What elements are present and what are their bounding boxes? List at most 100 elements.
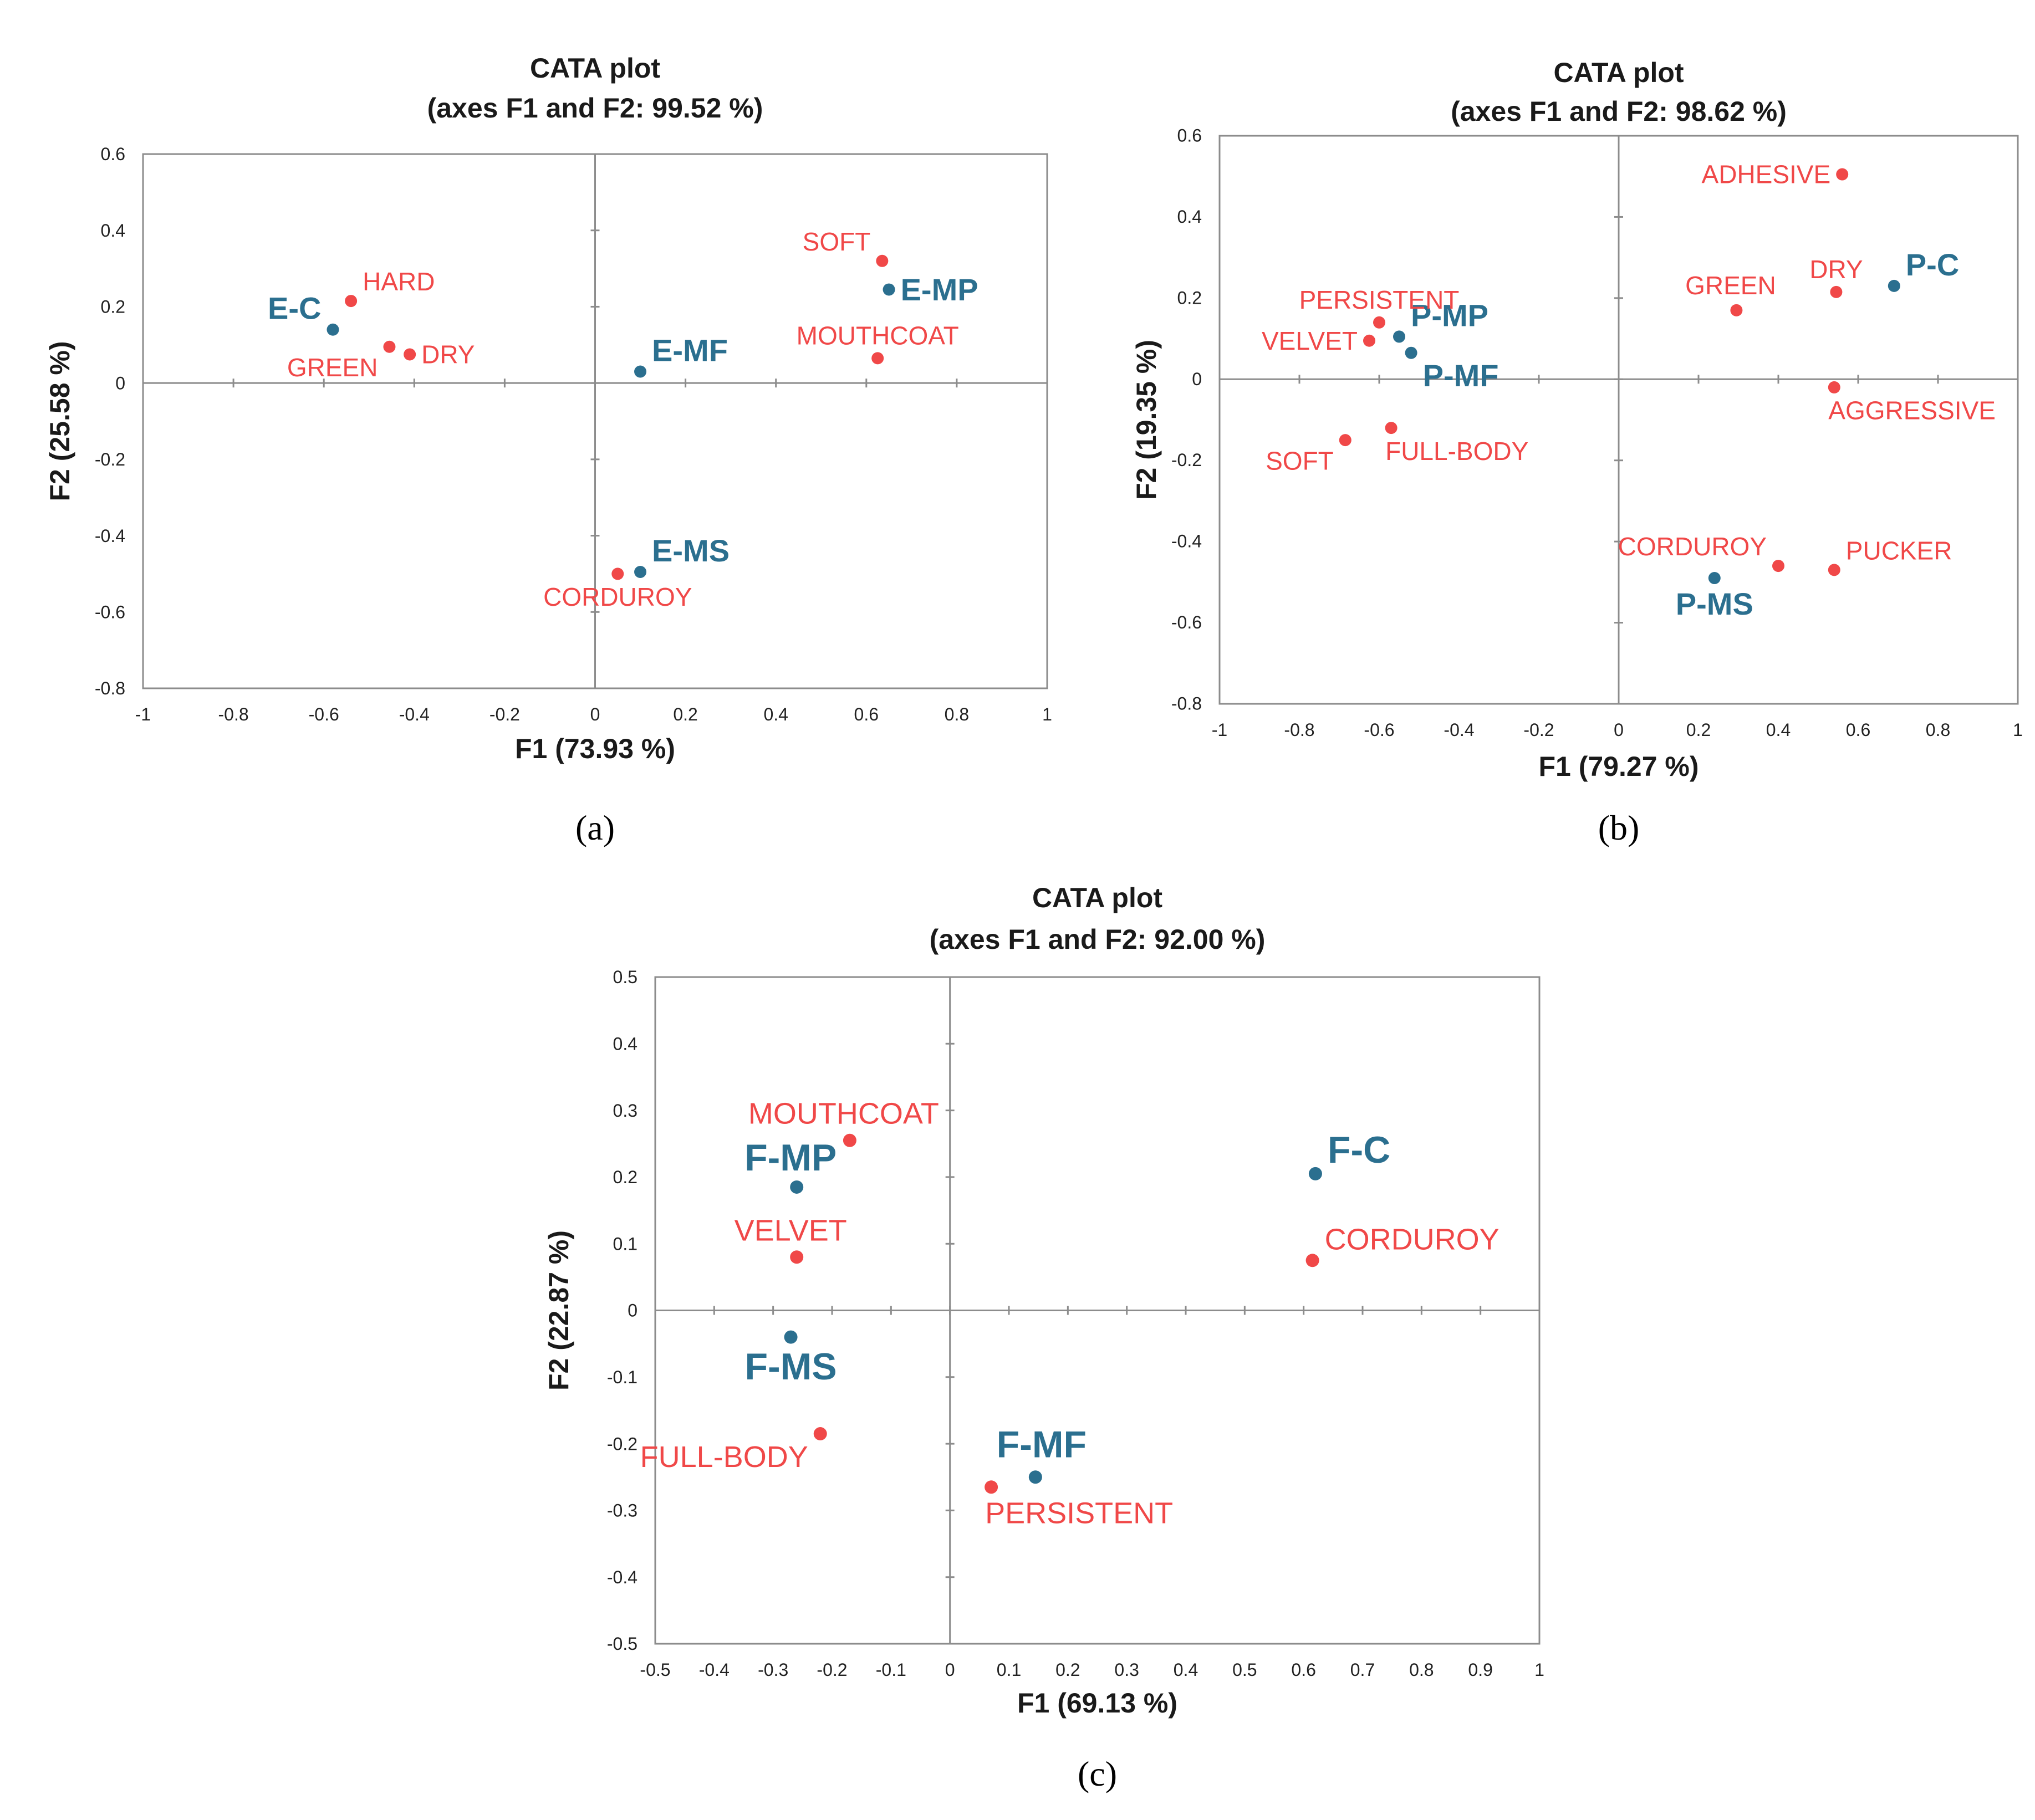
attribute-label-adhesive: ADHESIVE	[1702, 160, 1831, 189]
x-tick-label: 0.8	[1926, 720, 1950, 740]
chart-panel-b: CATA plot (axes F1 and F2: 98.62 %) -1 -0.8…	[1131, 57, 2023, 847]
attribute-point-soft	[1339, 434, 1351, 447]
x-tick-label: 0.4	[763, 704, 788, 724]
chart-subtitle: (axes F1 and F2: 92.00 %)	[930, 924, 1266, 955]
attribute-label-dry: DRY	[421, 340, 475, 369]
attribute-point-mouthcoat	[871, 352, 884, 365]
product-point-e-c	[327, 323, 339, 336]
attribute-point-adhesive	[1836, 168, 1849, 181]
attribute-label-green: GREEN	[1685, 271, 1776, 300]
x-tick-label: -0.3	[758, 1660, 788, 1680]
chart-panel-a: CATA plot (axes F1 and F2: 99.52 %) -1 -0.8…	[44, 53, 1052, 847]
attribute-point-aggressive	[1828, 381, 1840, 393]
chart-title: CATA plot	[1553, 57, 1684, 88]
x-tick-label: 0.6	[854, 704, 879, 724]
x-tick-label: 0.2	[1055, 1660, 1080, 1680]
x-tick-label: -1	[1212, 720, 1227, 740]
attribute-label-soft: SOFT	[1266, 446, 1334, 475]
x-tick-label: 0.6	[1291, 1660, 1315, 1680]
product-point-f-mf	[1028, 1470, 1042, 1484]
product-point-f-c	[1308, 1167, 1322, 1180]
x-tick-label: -1	[135, 704, 151, 724]
y-tick-label: -0.2	[95, 449, 125, 469]
attribute-label-hard: HARD	[363, 267, 435, 296]
attribute-point-full-body	[813, 1427, 827, 1441]
x-tick-label: 0.3	[1114, 1660, 1139, 1680]
attribute-point-green	[1730, 304, 1743, 316]
attribute-label-corduroy: CORDUROY	[1325, 1223, 1500, 1256]
x-tick-label: 0.9	[1468, 1660, 1492, 1680]
product-point-p-ms	[1708, 572, 1721, 585]
product-point-e-mp	[883, 283, 895, 296]
attribute-point-soft	[876, 254, 889, 267]
attribute-point-green	[383, 340, 396, 353]
product-label-e-mf: E-MF	[652, 333, 728, 367]
x-tick-label: -0.8	[1284, 720, 1314, 740]
x-tick-label: 1	[1534, 1660, 1544, 1680]
x-tick-label: 0.8	[1409, 1660, 1434, 1680]
product-label-p-mf: P-MF	[1423, 358, 1499, 393]
attribute-point-dry	[1830, 285, 1843, 298]
attribute-point-corduroy	[1305, 1254, 1319, 1267]
x-tick-label: 0.2	[673, 704, 697, 724]
attribute-point-persistent	[985, 1480, 998, 1494]
product-point-p-mp	[1393, 330, 1405, 343]
x-tick-label: -0.8	[218, 704, 249, 724]
attribute-point-persistent	[1373, 316, 1385, 329]
y-tick-label: -0.4	[95, 526, 125, 546]
product-point-f-mp	[790, 1180, 804, 1194]
x-tick-label: -0.4	[399, 704, 430, 724]
product-label-p-c: P-C	[1906, 247, 1959, 282]
attribute-point-dry	[404, 348, 416, 361]
y-tick-label: 0	[628, 1301, 637, 1321]
y-tick-label: 0.3	[613, 1101, 637, 1121]
x-tick-label: -0.4	[1444, 720, 1474, 740]
product-label-f-mf: F-MF	[997, 1423, 1087, 1465]
product-point-p-mf	[1405, 346, 1417, 359]
attribute-label-aggressive: AGGRESSIVE	[1828, 396, 1996, 425]
x-tick-label: 0.1	[997, 1660, 1021, 1680]
y-tick-label: 0.5	[613, 967, 637, 987]
x-tick-label: 0.8	[945, 704, 969, 724]
attribute-point-corduroy	[1772, 560, 1784, 572]
x-tick-label: 0.2	[1686, 720, 1711, 740]
attribute-label-corduroy: CORDUROY	[1618, 532, 1767, 561]
x-axis-label: F1 (79.27 %)	[1538, 751, 1699, 782]
attribute-label-mouthcoat: MOUTHCOAT	[797, 321, 959, 350]
x-tick-label: -0.2	[1523, 720, 1554, 740]
x-axis-label: F1 (73.93 %)	[515, 733, 675, 764]
x-tick-label: -0.5	[640, 1660, 670, 1680]
y-tick-label: -0.2	[1171, 450, 1202, 470]
y-tick-label: 0	[1192, 369, 1202, 389]
attribute-label-velvet: VELVET	[1262, 326, 1358, 355]
y-axis-label: F2 (25.58 %)	[44, 341, 75, 501]
x-tick-label: 0	[1614, 720, 1624, 740]
attribute-label-full-body: FULL-BODY	[640, 1440, 808, 1474]
product-label-p-ms: P-MS	[1676, 586, 1753, 621]
product-label-e-mp: E-MP	[901, 272, 978, 307]
attribute-point-velvet	[1363, 334, 1375, 347]
chart-title: CATA plot	[530, 53, 660, 84]
y-tick-label: -0.2	[607, 1434, 637, 1454]
y-tick-label: -0.6	[1171, 612, 1202, 632]
y-tick-label: -0.4	[1171, 531, 1202, 551]
y-tick-label: 0.2	[1177, 288, 1202, 308]
y-tick-label: -0.5	[607, 1634, 637, 1654]
panel-label: (c)	[1078, 1754, 1117, 1793]
product-point-f-ms	[784, 1330, 798, 1344]
y-axis-label: F2 (19.35 %)	[1131, 340, 1162, 500]
attribute-point-hard	[345, 295, 358, 308]
product-label-f-c: F-C	[1328, 1129, 1390, 1171]
attribute-label-persistent: PERSISTENT	[985, 1496, 1173, 1530]
product-label-f-ms: F-MS	[744, 1346, 837, 1388]
y-tick-label: 0.6	[1177, 126, 1202, 146]
x-tick-label: -0.2	[817, 1660, 847, 1680]
x-tick-label: -0.2	[489, 704, 520, 724]
y-axis-label: F2 (22.87 %)	[543, 1230, 574, 1390]
product-point-e-mf	[634, 365, 647, 378]
x-tick-label: -0.4	[699, 1660, 730, 1680]
product-label-f-mp: F-MP	[744, 1137, 837, 1179]
x-tick-label: -0.6	[309, 704, 339, 724]
chart-panel-c: CATA plot(axes F1 and F2: 92.00 %)-0.5 -0…	[543, 882, 1544, 1793]
